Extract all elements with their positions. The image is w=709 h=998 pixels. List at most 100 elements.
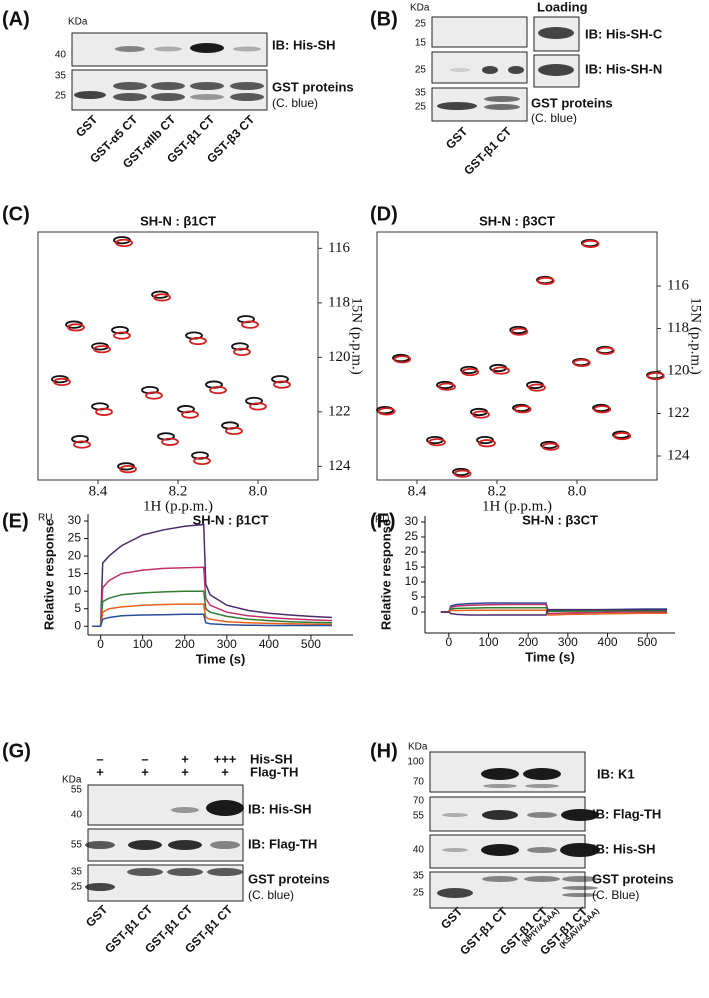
- band: [538, 64, 574, 76]
- blot-label: GST proteins: [531, 95, 613, 110]
- blot-label: IB: His-SH-N: [585, 61, 662, 76]
- marker: 25: [413, 888, 425, 899]
- peak: [115, 238, 133, 248]
- response-curve: [440, 603, 668, 615]
- marker: 35: [55, 71, 67, 82]
- peak: [581, 239, 600, 249]
- peak: [461, 367, 480, 377]
- band: [233, 46, 261, 52]
- band: [527, 847, 557, 853]
- condition: –: [96, 751, 103, 766]
- blot-label: IB: His-SH: [272, 37, 336, 52]
- unit: KDa: [408, 742, 428, 753]
- peak: [73, 440, 91, 449]
- response-curve: [92, 590, 333, 627]
- x-tick-label: 300: [558, 635, 578, 649]
- lane-label: GST: [73, 112, 101, 140]
- band: [482, 876, 518, 882]
- lane-label: GST-β1 CT: [461, 124, 515, 178]
- band: [85, 883, 115, 891]
- peak: [438, 382, 456, 391]
- marker: 35: [413, 871, 425, 882]
- peak: [593, 405, 612, 414]
- response-curve: [440, 609, 668, 616]
- band: [113, 93, 147, 101]
- blot-label: GST proteins: [248, 871, 330, 886]
- unit: KDa: [62, 775, 82, 786]
- band: [437, 888, 473, 898]
- peak: [393, 355, 412, 364]
- peak: [209, 385, 227, 395]
- y-tick-label: 120: [328, 349, 351, 365]
- y-tick-label: 116: [667, 277, 689, 293]
- y-axis-label: 15N (p.p.m.): [349, 297, 365, 375]
- band: [538, 27, 574, 39]
- peak: [613, 431, 632, 441]
- condition: +: [181, 751, 189, 766]
- peak: [93, 345, 111, 354]
- panel-label: (B): [370, 8, 398, 30]
- peak: [377, 407, 396, 416]
- band: [115, 46, 145, 52]
- y-tick-label: 120: [667, 362, 690, 378]
- band: [230, 93, 264, 101]
- condition: –: [141, 751, 148, 766]
- blot-label: GST proteins: [592, 871, 674, 886]
- y-tick-label: 118: [667, 320, 689, 336]
- band: [562, 886, 598, 890]
- band: [171, 807, 199, 813]
- panel-label: (A): [2, 8, 30, 30]
- x-tick-label: 8.4: [89, 483, 108, 499]
- marker: 25: [55, 91, 67, 102]
- band: [167, 868, 203, 876]
- y-tick-label: 25: [68, 531, 82, 545]
- peak: [510, 327, 529, 336]
- blot-sublabel: (C. blue): [272, 96, 318, 110]
- condition: +: [141, 764, 149, 779]
- band: [128, 840, 162, 850]
- band: [508, 66, 524, 74]
- band: [483, 784, 517, 788]
- band: [482, 810, 518, 820]
- blot-sublabel: (C. Blue): [592, 888, 639, 902]
- condition: +: [221, 764, 229, 779]
- x-tick-label: 8.2: [488, 483, 507, 499]
- y-tick-label: 20: [405, 544, 419, 558]
- peak: [513, 405, 532, 414]
- x-tick-label: 500: [301, 637, 321, 651]
- x-tick-label: 0: [445, 635, 452, 649]
- band: [127, 868, 163, 876]
- y-tick-label: 25: [405, 529, 419, 543]
- band: [484, 104, 520, 110]
- blot-label: IB: His-SH-C: [585, 26, 663, 41]
- y-axis-label: 15N (p.p.m.): [688, 297, 704, 375]
- y-tick-label: 124: [328, 458, 351, 474]
- y-tick-label: 122: [667, 405, 690, 421]
- band: [85, 841, 115, 849]
- y-tick-label: 15: [405, 559, 419, 573]
- x-tick-label: 500: [637, 635, 657, 649]
- y-tick-label: 20: [68, 548, 82, 562]
- x-axis-label: Time (s): [196, 651, 246, 666]
- y-tick-label: 0: [411, 604, 418, 618]
- loading-label: Loading: [537, 0, 588, 14]
- blot: [71, 32, 268, 67]
- x-tick-label: 0: [97, 637, 104, 651]
- peak: [528, 383, 546, 392]
- blot-label: IB: Flag-TH: [248, 836, 317, 851]
- marker: 25: [415, 102, 427, 113]
- peak: [233, 347, 251, 357]
- condition: +++: [214, 751, 237, 766]
- band: [154, 46, 182, 52]
- x-axis-label: 1H (p.p.m.): [482, 498, 552, 514]
- blot-label: IB: Flag-TH: [592, 806, 661, 821]
- x-tick-label: 8.0: [249, 483, 268, 499]
- x-axis-label: Time (s): [525, 649, 575, 664]
- y-tick-label: 124: [667, 447, 690, 463]
- chart-title: SH-N : β3CT: [522, 512, 598, 527]
- condition: +: [96, 764, 104, 779]
- marker: 40: [71, 810, 83, 821]
- peak: [113, 331, 131, 340]
- blot: [431, 16, 528, 48]
